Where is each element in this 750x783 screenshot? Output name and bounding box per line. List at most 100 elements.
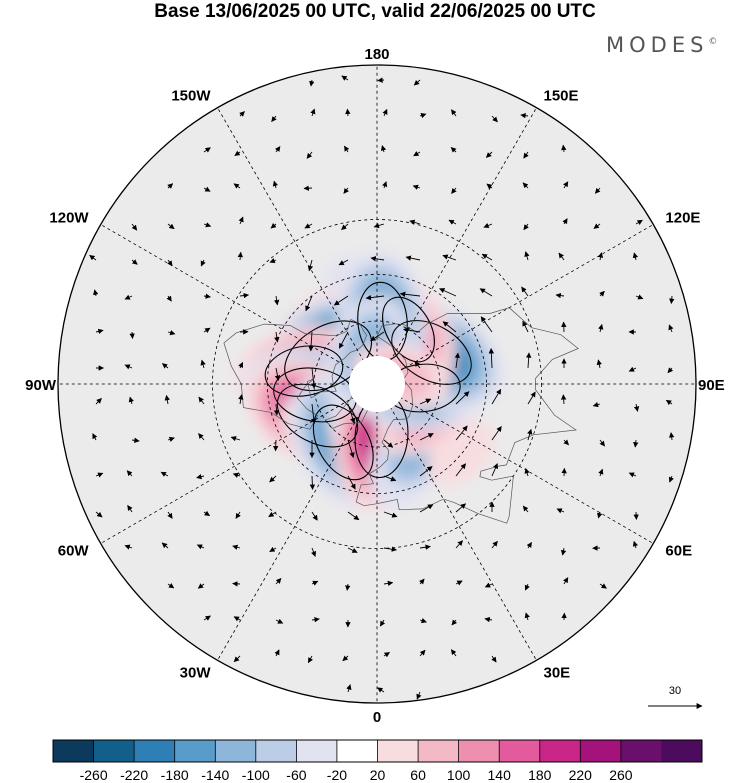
wind-arrow	[491, 426, 502, 441]
wind-arrow	[234, 150, 241, 156]
wind-arrow	[274, 331, 280, 343]
wind-arrow	[237, 251, 243, 261]
colorbar-tick-label: 60	[410, 767, 426, 783]
wind-arrow	[668, 475, 674, 483]
wind-arrow	[442, 321, 457, 333]
wind-arrow	[309, 475, 316, 490]
wind-arrow	[238, 216, 244, 225]
longitude-label: 150E	[544, 88, 579, 105]
wind-arrow	[307, 655, 314, 664]
wind-arrow	[555, 292, 565, 299]
wind-arrow	[239, 292, 250, 299]
colorbar: -260 -220 -180 -140 -100 -60 -20 20 60 100 140 180 2…	[52, 739, 703, 783]
wind-arrow	[523, 223, 529, 231]
wind-arrow	[562, 218, 568, 225]
wind-arrow	[341, 223, 349, 231]
wind-arrow	[419, 578, 425, 585]
wind-arrow	[373, 222, 385, 229]
wind-arrow	[635, 294, 644, 300]
colorbar-swatch	[174, 740, 216, 762]
wind-arrow	[196, 544, 205, 550]
disk-outline	[57, 64, 697, 704]
wind-arrow	[455, 580, 463, 586]
wind-arrow	[383, 511, 398, 518]
wind-arrow	[333, 295, 349, 306]
wind-arrow	[484, 582, 493, 588]
wind-arrow	[525, 352, 532, 369]
meridian-line	[58, 387, 371, 569]
wind-arrow	[399, 291, 421, 297]
meridian-line	[380, 65, 562, 378]
wind-arrow	[95, 472, 104, 478]
anomaly-contour	[312, 404, 374, 481]
wind-arrow	[347, 511, 360, 521]
wind-arrow	[448, 219, 457, 225]
wind-arrow	[347, 403, 356, 424]
wind-arrow	[341, 75, 349, 81]
wind-arrow	[668, 324, 674, 333]
wind-arrow	[308, 331, 314, 352]
wind-arrow	[455, 463, 466, 477]
wind-arrow	[275, 618, 284, 624]
wind-arrow	[524, 583, 530, 591]
wind-arrow	[273, 439, 279, 452]
wind-arrow	[451, 109, 457, 117]
wind-arrow	[161, 363, 169, 369]
wind-arrow	[442, 254, 457, 261]
colorbar-swatch	[661, 740, 703, 762]
longitude-label: 120E	[665, 210, 700, 227]
longitude-label: 30E	[544, 664, 571, 681]
wind-arrow	[200, 359, 206, 369]
wind-arrow	[523, 151, 529, 159]
wind-arrow	[239, 111, 245, 117]
colorbar-tick-label: -60	[286, 767, 306, 783]
wind-arrow	[203, 186, 211, 192]
wind-arrow	[455, 391, 470, 405]
wind-arrow	[232, 581, 241, 587]
wind-arrow	[310, 367, 317, 389]
wind-arrow	[413, 79, 421, 86]
wind-arrow	[307, 259, 314, 272]
meridian-line	[58, 199, 371, 381]
wind-arrow	[131, 437, 140, 444]
colorbar-swatch	[377, 740, 419, 762]
colorbar-swatch	[93, 740, 135, 762]
wind-arrow	[522, 505, 529, 513]
wind-arrow	[419, 504, 434, 513]
wind-arrow	[382, 181, 388, 189]
wind-arrow	[167, 511, 173, 519]
colorbar-tick-label: -100	[242, 767, 270, 783]
wind-arrow	[491, 540, 498, 549]
wind-arrow	[270, 222, 277, 229]
colorbar-tick-label: -140	[201, 767, 229, 783]
wind-arrow	[230, 436, 241, 442]
wind-arrow	[383, 652, 390, 658]
colorbar-tick-label: -260	[80, 767, 108, 783]
anomaly-contour	[382, 296, 435, 363]
wind-arrow	[269, 475, 277, 483]
colorbar-tick-label: 100	[447, 767, 471, 783]
wind-arrow	[383, 475, 397, 482]
longitude-label: 180	[364, 46, 389, 63]
wind-arrow	[310, 108, 316, 117]
wind-arrow	[455, 540, 463, 549]
wind-arrow	[203, 293, 211, 299]
longitude-label: 120W	[49, 210, 89, 227]
wind-arrow	[306, 151, 313, 159]
wind-arrow	[486, 183, 493, 190]
wind-arrow	[403, 327, 421, 333]
wind-arrow	[383, 580, 394, 587]
wind-arrow	[311, 511, 318, 521]
colorbar-swatch	[53, 740, 94, 762]
wind-arrow	[491, 463, 498, 477]
wind-arrow	[450, 649, 457, 657]
wind-arrow	[232, 472, 241, 478]
longitude-label: 90E	[698, 377, 725, 394]
wind-arrow	[95, 328, 104, 335]
wind-arrow	[419, 433, 434, 441]
wind-arrow	[632, 252, 639, 261]
colorbar-swatch	[418, 740, 459, 762]
wind-arrow	[599, 439, 605, 447]
wind-arrow	[167, 330, 176, 336]
wind-arrow	[599, 583, 607, 589]
